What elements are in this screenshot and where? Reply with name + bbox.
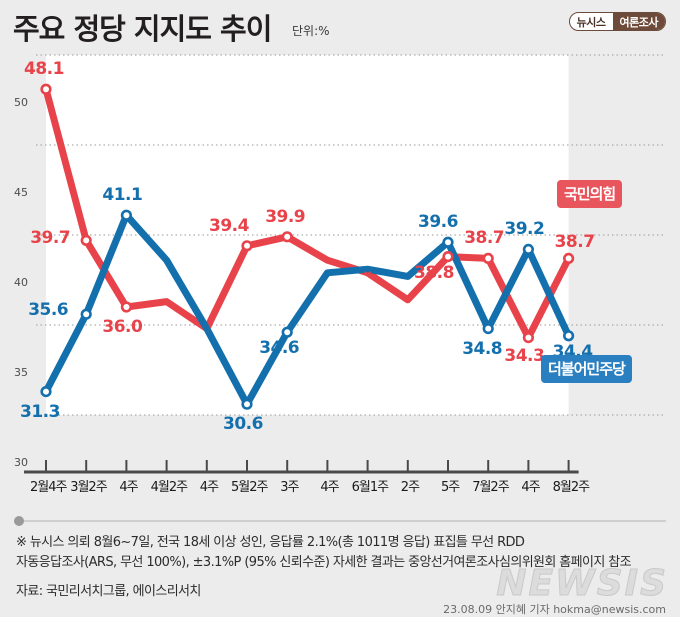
brand-badge: 뉴시스 여론조사 [568, 12, 666, 31]
chart-header: 주요 정당 지지도 추이 단위:% 뉴시스 여론조사 [0, 0, 680, 48]
data-point [442, 251, 454, 263]
data-point-value-label: 34.6 [259, 338, 300, 359]
chart-footer: ※ 뉴시스 의뢰 8월6~7일, 전국 18세 이상 성인, 응답률 2.1%(… [0, 508, 680, 617]
badge-category-label: 여론조사 [612, 13, 665, 30]
unit-label: 단위:% [292, 24, 330, 38]
data-point [482, 252, 494, 264]
x-axis-tick-label: 3주 [280, 480, 299, 495]
x-axis-tick-label: 2월4주 [30, 480, 67, 495]
newsis-wordmark: NEWSIS [496, 563, 668, 604]
data-point-value-label: 34.3 [504, 345, 545, 366]
data-point [120, 209, 132, 221]
badge-brand-label: 뉴시스 [576, 15, 606, 29]
legend-label-dp: 더불어민주당 [541, 355, 632, 383]
x-axis-tick-label: 5월2주 [231, 480, 268, 495]
y-axis-tick-label: 50 [14, 96, 28, 109]
data-point [241, 398, 253, 410]
data-point-value-label: 38.7 [464, 228, 505, 249]
x-axis-tick-label: 4주 [521, 480, 540, 495]
data-point [120, 301, 132, 313]
x-axis-tick-label: 4월2주 [150, 480, 188, 495]
data-point [163, 298, 170, 305]
data-point [281, 326, 293, 338]
data-point-value-label: 34.8 [462, 338, 503, 359]
y-axis-tick-label: 30 [14, 456, 28, 469]
y-axis-tick-label: 45 [14, 186, 28, 199]
footer-divider-dot-icon [14, 516, 24, 526]
data-point [281, 231, 293, 243]
data-point [163, 257, 170, 264]
data-point [40, 386, 52, 398]
data-point [40, 83, 52, 95]
data-point-value-label: 39.7 [30, 228, 71, 249]
data-point-value-label: 38.7 [554, 232, 595, 253]
data-point [203, 325, 210, 332]
data-point [562, 252, 575, 264]
x-axis-tick-label: 4주 [119, 480, 138, 495]
chart-plot-area [24, 54, 664, 474]
data-point [80, 308, 92, 320]
data-point-value-label: 39.2 [504, 219, 545, 240]
data-point [562, 330, 575, 342]
y-axis-tick-label: 35 [14, 366, 28, 379]
x-axis-tick-label: 6월1주 [351, 480, 389, 495]
data-point-value-label: 39.6 [418, 212, 458, 233]
data-point [522, 243, 535, 255]
data-point [324, 257, 331, 264]
data-point [522, 332, 535, 344]
methodology-note-line2: 자동응답조사(ARS, 무선 100%), ±3.1%P (95% 신뢰수준) … [16, 555, 632, 570]
data-point-value-label: 36.0 [102, 317, 143, 337]
y-axis-tick-label: 40 [14, 276, 28, 289]
data-point-value-label: 39.4 [209, 215, 249, 236]
legend-label-ppp: 국민의힘 [557, 180, 623, 208]
data-point [404, 296, 411, 303]
series-line [42, 85, 573, 342]
byline-credit: 23.08.09 안지혜 기자 hokma@newsis.com [443, 603, 666, 616]
data-point [442, 236, 454, 248]
x-axis-tick-label: 8월2주 [552, 480, 590, 495]
series-line [42, 211, 573, 408]
x-axis-tick-label: 2주 [400, 480, 420, 495]
data-point-value-label: 35.6 [28, 300, 69, 321]
data-point [80, 234, 92, 246]
x-axis-tick-label: 5주 [441, 480, 460, 495]
data-point-value-label: 48.1 [24, 59, 64, 80]
page-title: 주요 정당 지지도 추이 [13, 12, 272, 46]
source-label: 자료: 국민리서치그룹, 에이스리서치 [16, 584, 201, 599]
x-axis-tick-label: 7월2주 [472, 480, 509, 495]
line-chart: 30 35 40 45 50 2월4주 3월2주 4주 4월2주 4주 5월2주 3주 4주 6월1주 2주… [0, 48, 680, 508]
footer-divider [14, 520, 666, 522]
x-axis-tick-label: 4주 [320, 480, 339, 495]
data-point [482, 323, 494, 335]
data-point [404, 273, 411, 280]
methodology-note-line1: ※ 뉴시스 의뢰 8월6~7일, 전국 18세 이상 성인, 응답률 2.1%(… [16, 535, 525, 550]
x-axis-tick-label: 4주 [199, 480, 219, 495]
data-point-value-label: 30.6 [223, 414, 263, 435]
data-point-value-label: 41.1 [102, 185, 143, 206]
data-point-value-label: 31.3 [20, 401, 60, 422]
data-point [364, 266, 371, 273]
x-axis-tick-label: 3월2주 [70, 480, 107, 495]
data-point [241, 240, 253, 252]
data-point [324, 269, 331, 276]
data-point-value-label: 39.9 [265, 206, 306, 227]
data-point-value-label: 38.8 [414, 262, 454, 283]
